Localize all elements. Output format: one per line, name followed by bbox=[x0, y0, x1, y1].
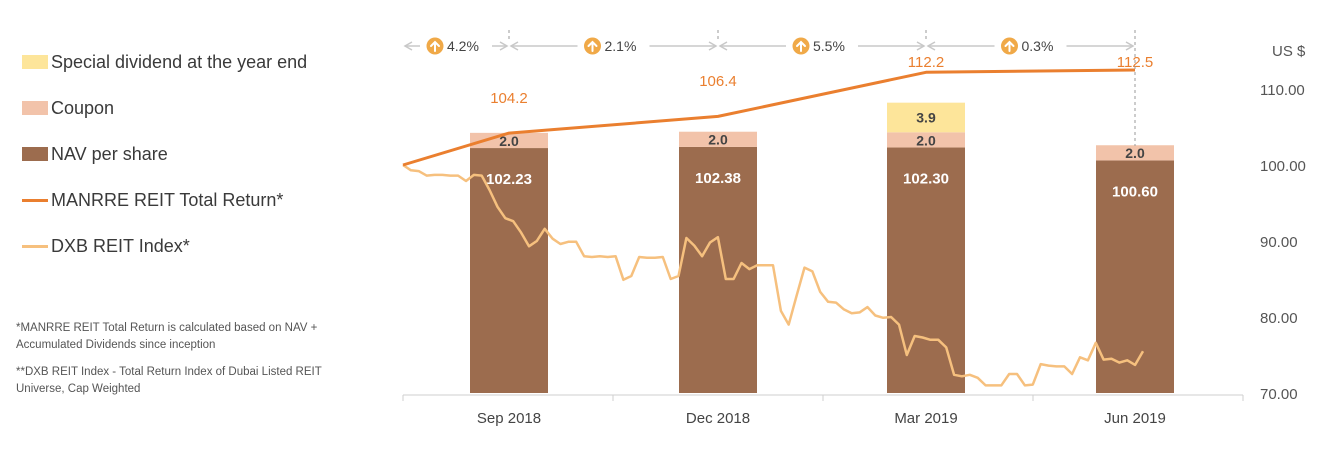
y-tick-label: 70.00 bbox=[1260, 386, 1298, 403]
legend-label: DXB REIT Index* bbox=[51, 235, 190, 256]
x-tick-label: Dec 2018 bbox=[686, 410, 750, 427]
growth-arrow-head bbox=[708, 41, 718, 51]
bar-nav-per-share bbox=[679, 146, 757, 393]
coupon-value-label: 2.0 bbox=[499, 133, 519, 149]
nav-value-label: 100.60 bbox=[1112, 183, 1158, 200]
special-dividend-swatch bbox=[22, 55, 48, 69]
legend-item-dxb-index: DXB REIT Index* bbox=[22, 234, 190, 258]
growth-arrow-head bbox=[916, 41, 926, 51]
footnote-total-return: *MANRRE REIT Total Return is calculated … bbox=[16, 322, 318, 351]
x-tick-label: Mar 2019 bbox=[894, 410, 957, 427]
bar-nav-per-share bbox=[470, 148, 548, 393]
coupon-value-label: 2.0 bbox=[1125, 145, 1145, 161]
legend-item-coupon: Coupon bbox=[22, 96, 114, 120]
nav-value-label: 102.38 bbox=[695, 170, 741, 187]
legend-label: NAV per share bbox=[51, 143, 168, 164]
growth-percent-label: 5.5% bbox=[813, 38, 845, 54]
bar-special-dividend bbox=[887, 102, 965, 133]
total-return-line bbox=[402, 68, 1136, 167]
dxb-index-swatch bbox=[22, 244, 48, 248]
up-arrow-glyph bbox=[796, 40, 806, 52]
total-return-swatch bbox=[22, 198, 48, 202]
growth-arrow-head bbox=[926, 41, 936, 51]
growth-arrow-head bbox=[403, 41, 413, 51]
legend-item-nav: NAV per share bbox=[22, 142, 168, 166]
bar-coupon bbox=[887, 132, 965, 148]
bar-coupon bbox=[679, 131, 757, 147]
coupon-swatch bbox=[22, 101, 48, 115]
growth-arrow-head bbox=[1125, 41, 1135, 51]
growth-percent-label: 2.1% bbox=[605, 38, 637, 54]
nav-value-label: 102.23 bbox=[486, 171, 532, 188]
legend-label: Special dividend at the year end bbox=[51, 51, 308, 72]
nav-value-label: 102.30 bbox=[903, 171, 949, 188]
y-tick-label: 80.00 bbox=[1260, 310, 1298, 327]
x-tick-label: Sep 2018 bbox=[477, 410, 541, 427]
y-tick-label: 90.00 bbox=[1260, 234, 1298, 251]
growth-arrow-head bbox=[499, 41, 509, 51]
legend-label: Coupon bbox=[51, 97, 115, 118]
legend-label: MANRRE REIT Total Return* bbox=[51, 189, 284, 210]
legend-item-special-dividend: Special dividend at the year end bbox=[22, 50, 307, 74]
dxb-reit-index-line bbox=[402, 163, 1145, 387]
special-dividend-value-label: 3.9 bbox=[916, 110, 936, 126]
bar-nav-per-share bbox=[1096, 160, 1174, 393]
legend-item-total-return: MANRRE REIT Total Return* bbox=[22, 188, 283, 212]
y-tick-label: 100.00 bbox=[1260, 158, 1306, 175]
up-arrow-glyph bbox=[587, 40, 598, 52]
total-return-value-label: 112.2 bbox=[908, 54, 944, 71]
growth-arrow-head bbox=[509, 41, 519, 51]
nav-swatch bbox=[22, 147, 48, 161]
bar-coupon bbox=[470, 132, 548, 149]
up-arrow-glyph bbox=[430, 40, 440, 52]
total-return-value-label: 106.4 bbox=[699, 73, 737, 90]
coupon-value-label: 2.0 bbox=[916, 132, 936, 148]
y-tick-label: 110.00 bbox=[1260, 82, 1305, 99]
coupon-value-label: 2.0 bbox=[708, 132, 728, 148]
up-arrow-glyph bbox=[1004, 40, 1015, 52]
growth-arrow-head bbox=[718, 41, 728, 51]
total-return-value-label: 104.2 bbox=[490, 90, 528, 107]
footnote-dxb-index: **DXB REIT Index - Total Return Index of… bbox=[16, 366, 322, 395]
growth-percent-label: 4.2% bbox=[447, 38, 479, 54]
bar-nav-per-share bbox=[887, 147, 965, 393]
growth-percent-label: 0.3% bbox=[1022, 38, 1054, 54]
bar-coupon bbox=[1096, 145, 1174, 161]
y-axis-unit-label: US $ bbox=[1272, 43, 1306, 60]
x-tick-label: Jun 2019 bbox=[1104, 410, 1166, 427]
